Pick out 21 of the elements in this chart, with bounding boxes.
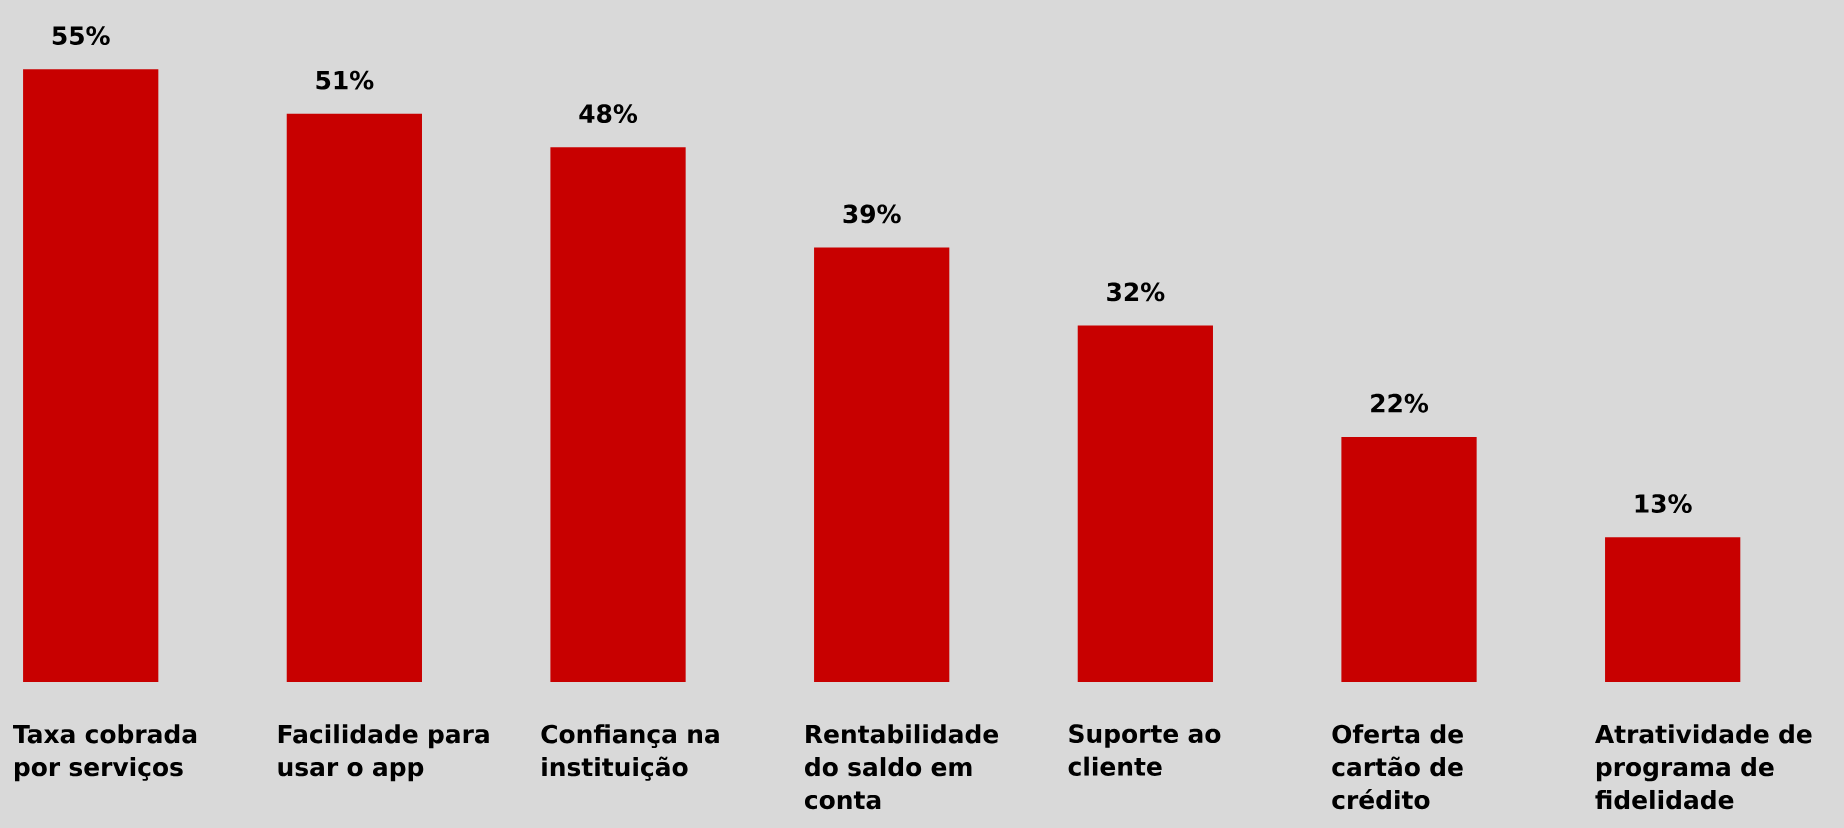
- bar: [1077, 325, 1213, 682]
- data-label: 39%: [843, 204, 901, 224]
- bar: [814, 247, 950, 682]
- data-label: 32%: [1107, 282, 1165, 302]
- x-tick-label: Oferta de cartão de crédito: [1332, 724, 1463, 810]
- bar: [286, 113, 422, 682]
- bar: [1605, 537, 1741, 682]
- data-label: 51%: [316, 70, 374, 90]
- data-label: 55%: [52, 26, 110, 46]
- bar: [550, 147, 686, 682]
- x-tick-label: Taxa cobrada por serviços: [13, 724, 197, 782]
- x-tick-label: Confiança na instituição: [541, 724, 719, 781]
- bar: [1341, 436, 1477, 682]
- x-tick-label: Facilidade para usar o app: [278, 724, 489, 782]
- data-label: 48%: [579, 104, 638, 124]
- bar: [23, 69, 159, 682]
- x-tick-label: Atratividade de programa de fidelidade: [1595, 724, 1812, 810]
- data-label: 22%: [1371, 393, 1429, 413]
- data-label: 13%: [1635, 494, 1692, 513]
- x-tick-label: Suporte ao cliente: [1068, 724, 1221, 776]
- x-tick-label: Rentabilidade do saldo em conta: [804, 724, 999, 810]
